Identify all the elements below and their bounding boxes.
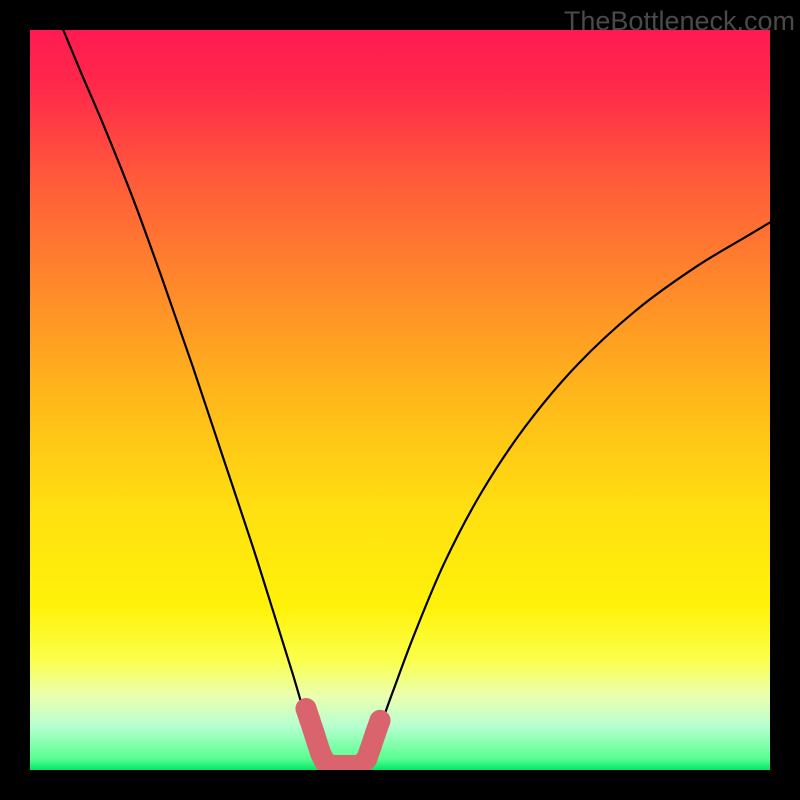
curve-path	[63, 30, 354, 767]
plot-area	[30, 30, 770, 770]
marker-dot	[370, 710, 391, 731]
chart-svg	[30, 30, 770, 770]
watermark-text: TheBottleneck.com	[564, 6, 795, 37]
curve-path	[354, 222, 770, 767]
